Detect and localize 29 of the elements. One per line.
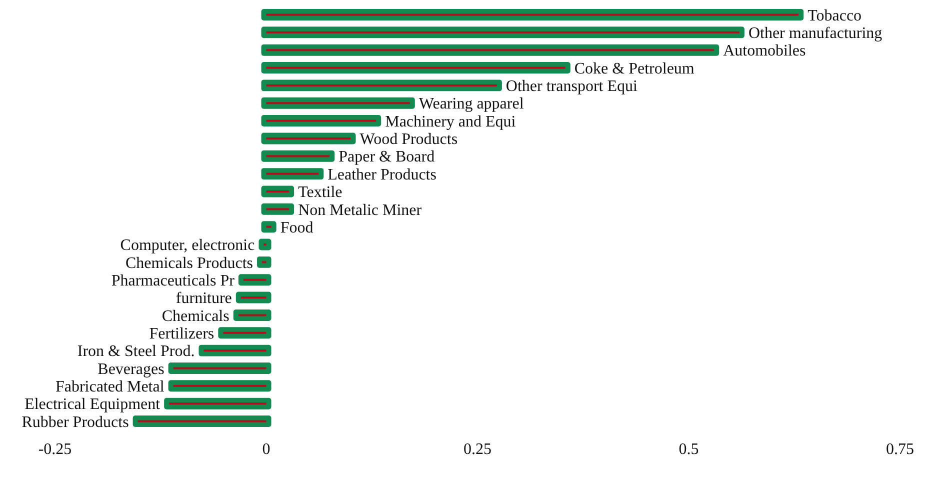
y-tick-label: Textile	[298, 184, 342, 202]
y-tick-label: Wearing apparel	[418, 96, 524, 113]
y-tick-label: Chemicals Products	[125, 254, 254, 272]
y-tick-label: Leather Products	[328, 166, 436, 184]
y-tick-label: Machinery and Equi	[385, 113, 516, 130]
x-tick-label: 0.25	[464, 441, 492, 458]
y-tick-label: Chemicals	[162, 308, 230, 325]
x-tick-label: 0.75	[886, 441, 914, 458]
y-tick-label: Pharmaceuticals Pr	[111, 272, 236, 290]
y-tick-label: Computer, electronic	[120, 237, 255, 254]
y-tick-label: Fertilizers	[149, 325, 214, 342]
y-tick-label: Fabricated Metal	[55, 378, 165, 396]
y-tick-label: Electrical Equipment	[24, 396, 161, 414]
y-tick-label: Paper & Board	[338, 148, 435, 166]
y-tick-label: Other manufacturing	[748, 25, 882, 42]
y-tick-label: Food	[280, 219, 314, 236]
y-tick-label: Other transport Equi	[506, 78, 638, 96]
y-tick-label: Rubber Products	[22, 414, 129, 431]
y-tick-label: Automobiles	[723, 42, 806, 60]
y-tick-label: Iron & Steel Prod.	[77, 343, 195, 360]
x-tick-label: -0.25	[38, 441, 72, 458]
y-tick-label: furniture	[176, 290, 232, 308]
y-tick-label: Beverages	[98, 360, 164, 378]
x-tick-label: 0	[262, 441, 270, 458]
y-tick-label: Tobacco	[808, 7, 862, 24]
y-tick-label: Non Metalic Miner	[298, 202, 422, 219]
y-tick-label: Wood Products	[360, 131, 458, 148]
x-tick-label: 0.5	[678, 441, 699, 458]
y-tick-label: Coke & Petroleum	[574, 60, 695, 78]
